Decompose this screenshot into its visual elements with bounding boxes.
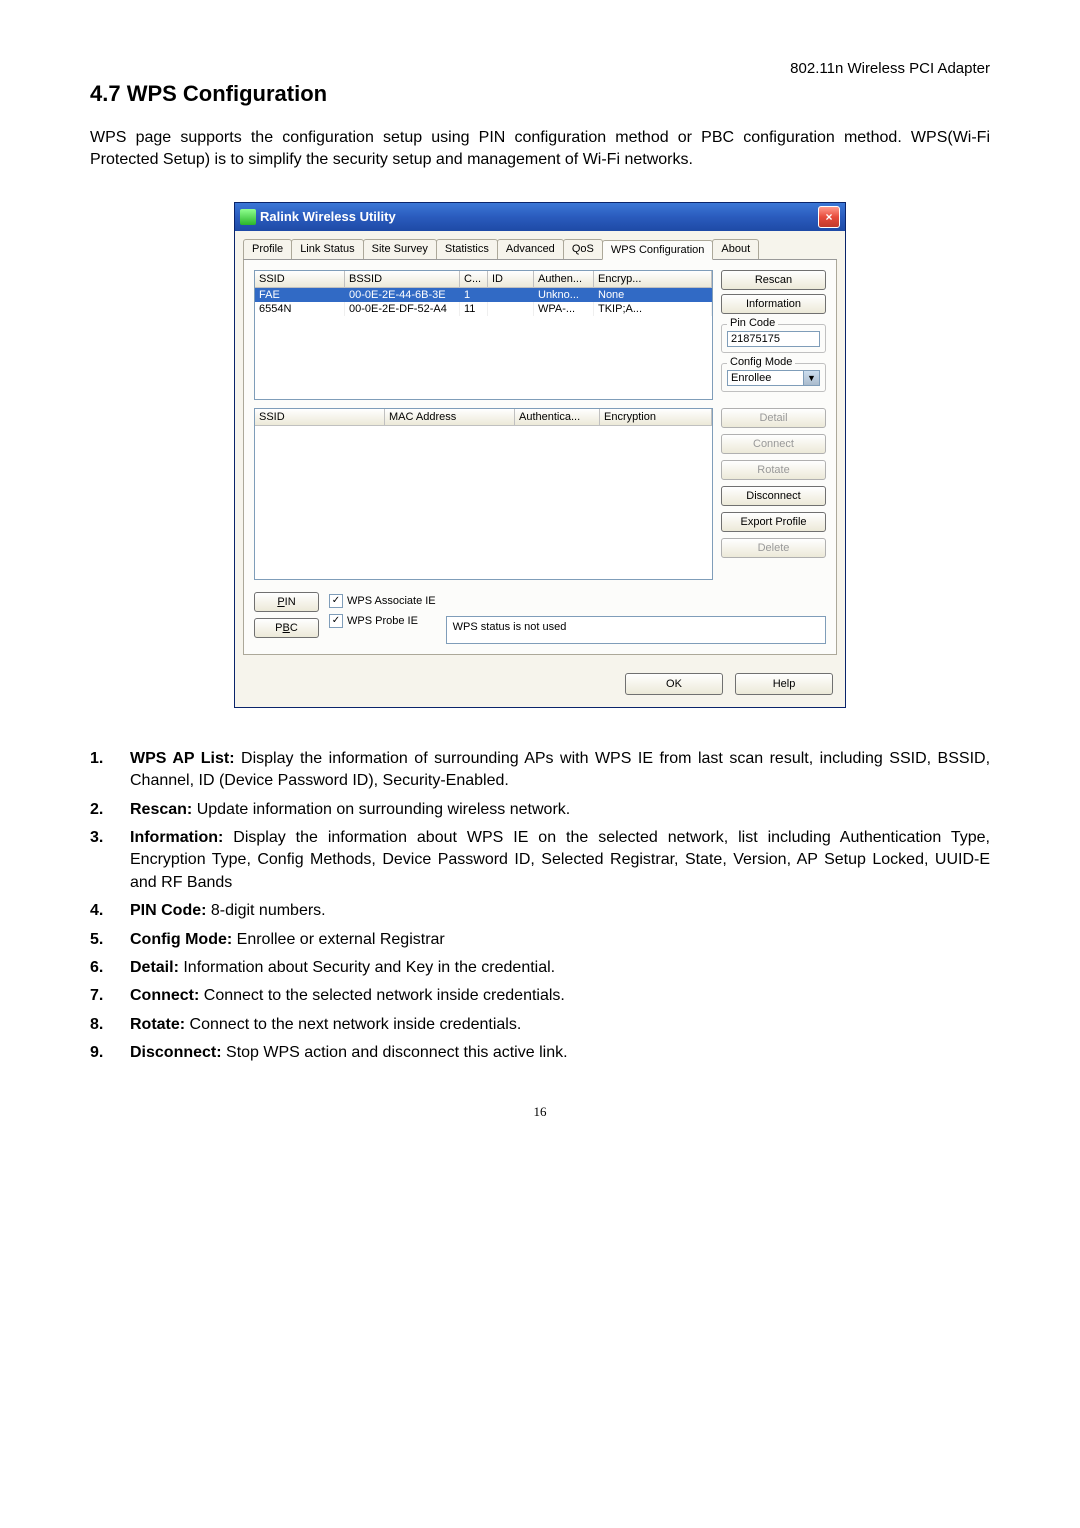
ap-row[interactable]: FAE 00-0E-2E-44-6B-3E 1 Unkno... None [255, 288, 712, 302]
col-ssid[interactable]: SSID [255, 271, 345, 288]
list-item: Config Mode: Enrollee or external Regist… [90, 929, 990, 951]
config-mode-select[interactable]: Enrollee ▼ [727, 370, 820, 386]
tab-qos[interactable]: QoS [563, 239, 603, 259]
list-item: Detail: Information about Security and K… [90, 957, 990, 979]
col2-mac[interactable]: MAC Address [385, 409, 515, 426]
tab-profile[interactable]: Profile [243, 239, 292, 259]
col-authen[interactable]: Authen... [534, 271, 594, 288]
cell-id [488, 288, 534, 302]
cell-authen: Unkno... [534, 288, 594, 302]
col-channel[interactable]: C... [460, 271, 488, 288]
credential-list[interactable]: SSID MAC Address Authentica... Encryptio… [254, 408, 713, 580]
page-number: 16 [90, 1104, 990, 1120]
list-item: WPS AP List: Display the information of … [90, 748, 990, 793]
col-encryp[interactable]: Encryp... [594, 271, 712, 288]
list-item: Connect: Connect to the selected network… [90, 985, 990, 1007]
rotate-button[interactable]: Rotate [721, 460, 826, 480]
page-header: 802.11n Wireless PCI Adapter [90, 60, 990, 77]
config-mode-value: Enrollee [728, 371, 803, 385]
list-item: Rescan: Update information on surroundin… [90, 799, 990, 821]
config-mode-group: Config Mode Enrollee ▼ [721, 363, 826, 392]
export-profile-button[interactable]: Export Profile [721, 512, 826, 532]
list-item: Disconnect: Stop WPS action and disconne… [90, 1042, 990, 1064]
information-button[interactable]: Information [721, 294, 826, 314]
wps-associate-checkbox[interactable]: ✓ [329, 594, 343, 608]
col-id[interactable]: ID [488, 271, 534, 288]
tab-about[interactable]: About [712, 239, 759, 259]
chevron-down-icon[interactable]: ▼ [803, 371, 819, 385]
wps-ap-list[interactable]: SSID BSSID C... ID Authen... Encryp... F… [254, 270, 713, 400]
ap-row[interactable]: 6554N 00-0E-2E-DF-52-A4 11 WPA-... TKIP;… [255, 302, 712, 316]
cell-authen: WPA-... [534, 302, 594, 316]
cell-encryp: TKIP;A... [594, 302, 712, 316]
detail-button[interactable]: Detail [721, 408, 826, 428]
tab-link-status[interactable]: Link Status [291, 239, 363, 259]
col-bssid[interactable]: BSSID [345, 271, 460, 288]
intro-text: WPS page supports the configuration setu… [90, 127, 990, 172]
screenshot-container: Ralink Wireless Utility × Profile Link S… [90, 202, 990, 708]
wps-probe-label: WPS Probe IE [347, 615, 418, 627]
cell-ssid: 6554N [255, 302, 345, 316]
delete-button[interactable]: Delete [721, 538, 826, 558]
close-button[interactable]: × [818, 206, 840, 228]
col2-auth[interactable]: Authentica... [515, 409, 600, 426]
cell-channel: 1 [460, 288, 488, 302]
col2-ssid[interactable]: SSID [255, 409, 385, 426]
col2-enc[interactable]: Encryption [600, 409, 712, 426]
cell-ssid: FAE [255, 288, 345, 302]
app-icon [240, 209, 256, 225]
cell-bssid: 00-0E-2E-DF-52-A4 [345, 302, 460, 316]
tab-statistics[interactable]: Statistics [436, 239, 498, 259]
pin-code-label: Pin Code [727, 317, 778, 329]
cell-bssid: 00-0E-2E-44-6B-3E [345, 288, 460, 302]
cell-id [488, 302, 534, 316]
section-title: 4.7 WPS Configuration [90, 81, 990, 107]
list-item: PIN Code: 8-digit numbers. [90, 900, 990, 922]
wps-probe-checkbox[interactable]: ✓ [329, 614, 343, 628]
app-window: Ralink Wireless Utility × Profile Link S… [234, 202, 846, 708]
description-list: WPS AP List: Display the information of … [90, 748, 990, 1065]
window-title: Ralink Wireless Utility [260, 209, 396, 224]
tab-wps-configuration[interactable]: WPS Configuration [602, 240, 714, 260]
config-mode-label: Config Mode [727, 356, 795, 368]
connect-button[interactable]: Connect [721, 434, 826, 454]
list-item: Information: Display the information abo… [90, 827, 990, 894]
pbc-button[interactable]: PBC [254, 618, 319, 638]
pin-button[interactable]: PIN [254, 592, 319, 612]
pin-code-input[interactable]: 21875175 [727, 331, 820, 347]
list-item: Rotate: Connect to the next network insi… [90, 1014, 990, 1036]
rescan-button[interactable]: Rescan [721, 270, 826, 290]
cell-encryp: None [594, 288, 712, 302]
help-button[interactable]: Help [735, 673, 833, 695]
cell-channel: 11 [460, 302, 488, 316]
tab-site-survey[interactable]: Site Survey [363, 239, 437, 259]
ok-button[interactable]: OK [625, 673, 723, 695]
titlebar: Ralink Wireless Utility × [235, 203, 845, 231]
disconnect-button[interactable]: Disconnect [721, 486, 826, 506]
wps-status: WPS status is not used [446, 616, 826, 644]
tab-advanced[interactable]: Advanced [497, 239, 564, 259]
pin-code-group: Pin Code 21875175 [721, 324, 826, 353]
wps-associate-label: WPS Associate IE [347, 595, 436, 607]
tab-strip: Profile Link Status Site Survey Statisti… [243, 239, 837, 260]
